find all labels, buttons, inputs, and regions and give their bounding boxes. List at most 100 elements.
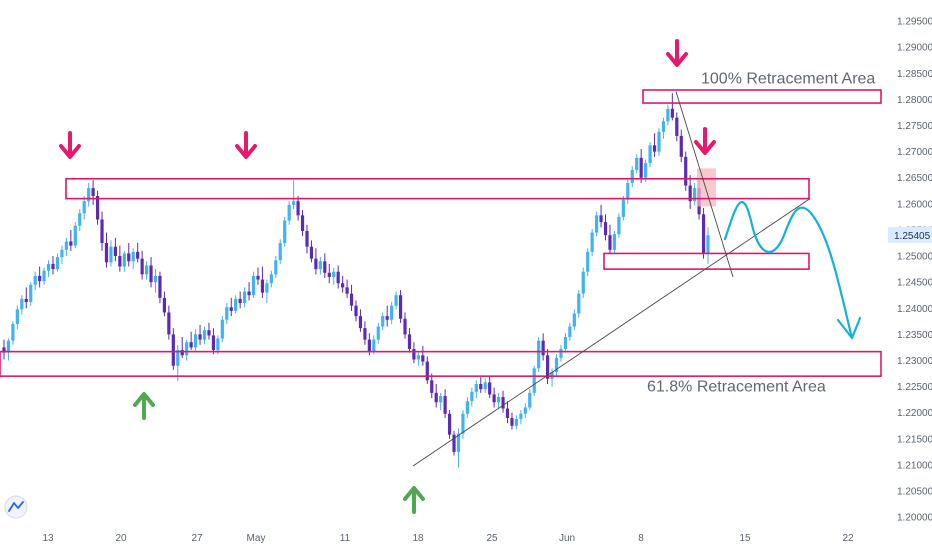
candle-body (358, 316, 363, 329)
highlight-box (697, 168, 716, 207)
candle-body (639, 157, 643, 178)
candle-body (91, 188, 95, 196)
candle-body (492, 394, 496, 403)
candle-body (586, 251, 590, 272)
candle-body (2, 347, 6, 353)
arrow-down-head (235, 144, 257, 159)
candle-body (349, 293, 354, 306)
candle-body (595, 215, 599, 233)
candle-body (100, 219, 104, 243)
candle-body (688, 185, 692, 202)
candle-body (679, 135, 683, 157)
candle-body (229, 307, 233, 311)
candle-body (278, 243, 282, 261)
annotation-text: 61.8% Retracement Area (647, 379, 826, 396)
candle-body (528, 392, 532, 408)
candle-body (430, 380, 434, 393)
candle-body (390, 305, 394, 320)
candle-body (661, 121, 666, 132)
candle-body (367, 339, 371, 352)
candle-body (113, 246, 117, 257)
y-tick-label: 1.20000 (897, 513, 932, 524)
candle-body (394, 295, 398, 306)
y-tick-label: 1.28000 (897, 95, 932, 106)
candle-body (33, 275, 37, 285)
candle-body (416, 355, 420, 360)
candle-body (167, 312, 171, 335)
candle-body (439, 396, 443, 403)
y-tick-label: 1.26500 (897, 173, 932, 184)
candle-body (381, 316, 385, 327)
candle-body (305, 230, 309, 247)
candle-body (474, 384, 478, 392)
candle-body (318, 261, 322, 270)
candle-body (198, 334, 202, 340)
candle-body (376, 326, 380, 340)
y-tick-label: 1.23500 (897, 330, 932, 341)
candle-body (29, 284, 33, 303)
candle-body (6, 340, 11, 353)
candle-body (118, 256, 122, 267)
candle-body (425, 361, 429, 381)
arrow-down-head (694, 140, 716, 155)
candle-body (247, 291, 251, 296)
candle-body (412, 349, 416, 360)
candle-body (220, 319, 224, 339)
candle-body (701, 214, 706, 254)
candle-body (82, 201, 86, 214)
candle-body (501, 397, 505, 409)
y-tick-label: 1.29000 (897, 43, 932, 54)
candle-body (372, 339, 376, 352)
candle-body (109, 246, 113, 263)
x-tick-label: May (247, 533, 266, 544)
y-tick-label: 1.20500 (897, 487, 932, 498)
candle-body (309, 246, 314, 259)
y-tick-label: 1.22000 (897, 408, 932, 419)
y-tick-label: 1.25000 (897, 252, 932, 263)
candle-body (211, 335, 216, 351)
candle-body (202, 330, 207, 340)
candle-body (78, 213, 82, 226)
annotations-layer: 100% Retracement Area 61.8% Retracement A… (4, 70, 875, 519)
logo-icon (8, 501, 24, 512)
candle-body (635, 157, 639, 170)
candle-body (403, 318, 407, 335)
candle-body (144, 265, 149, 275)
candle-body (11, 323, 15, 341)
candle-body (171, 334, 175, 366)
candle-body (626, 182, 630, 200)
candle-body (104, 243, 109, 263)
candle-body (581, 271, 585, 294)
candle-body (572, 313, 576, 327)
candle-body (693, 188, 697, 202)
candle-body (537, 340, 541, 369)
candle-body (314, 258, 318, 270)
candle-body (260, 279, 265, 293)
candle-body (189, 342, 193, 348)
candle-body (193, 334, 198, 348)
candle-body (652, 145, 657, 152)
projection-arrowhead (836, 316, 862, 340)
candle-body (532, 368, 536, 393)
candle-body (644, 163, 648, 178)
y-tick-label: 1.27000 (897, 147, 932, 158)
candle-body (675, 117, 679, 136)
candle-body (456, 433, 461, 452)
y-tick-label: 1.29500 (897, 17, 932, 28)
candle-body (443, 396, 447, 414)
x-tick-label: 22 (842, 533, 854, 544)
candle-body (292, 201, 296, 205)
x-tick-label: 25 (486, 533, 498, 544)
candle-body (243, 291, 247, 304)
candle-body (465, 401, 469, 414)
candle-body (180, 350, 184, 356)
candle-body (554, 357, 559, 372)
candle-body (73, 225, 77, 246)
x-tick-label: 27 (191, 533, 203, 544)
candle-body (15, 309, 19, 324)
trendline-up (412, 198, 811, 467)
candle-body (234, 298, 238, 311)
arrow-up-head (403, 486, 425, 501)
candle-body (64, 241, 68, 250)
price-label: 1.25405 (894, 231, 931, 242)
